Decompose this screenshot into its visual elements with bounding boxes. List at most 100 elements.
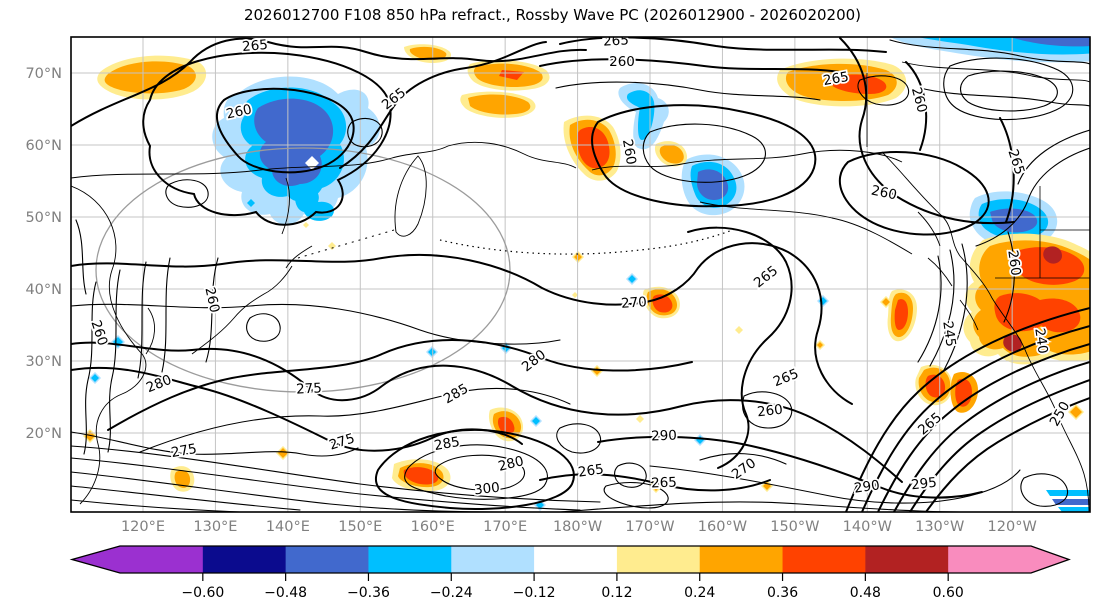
positive-anomaly-patch: [174, 470, 191, 488]
negative-anomaly-patch: [626, 90, 655, 140]
contour-line-minor: [434, 454, 526, 491]
coastline: [447, 141, 577, 169]
lon-tick-label: 170°W: [625, 519, 674, 535]
contour-line-major: [861, 325, 1090, 512]
positive-anomaly-patch: [409, 46, 447, 60]
colorbar-tick-label: −0.48: [264, 585, 307, 601]
contour-label: 260: [870, 182, 899, 203]
negative-anomaly-patch: [1046, 490, 1090, 496]
positive-anomaly-patch: [894, 299, 908, 330]
contour-label: 265: [603, 32, 630, 49]
contour-line-minor: [889, 39, 1090, 65]
contour-line-minor: [555, 81, 821, 101]
colorbar-segment: [368, 546, 452, 573]
colorbar-tick-label: −0.36: [347, 585, 390, 601]
contour-line-minor: [139, 387, 571, 453]
positive-anomaly-patch: [468, 94, 531, 115]
colorbar-outline: [69, 545, 1071, 574]
contour-line-major: [559, 37, 887, 53]
anomaly-speck: [628, 275, 636, 283]
contour-line-major: [597, 435, 983, 499]
coastline: [699, 201, 913, 255]
lon-tick-label: 160°W: [698, 519, 747, 535]
contour-line-major: [877, 343, 1090, 512]
lon-tick-label: 120°E: [121, 519, 165, 535]
colorbar-tick-label: −0.12: [513, 585, 556, 601]
contour-label: 265: [651, 475, 677, 492]
contour-label: 265: [771, 366, 801, 390]
coastline: [394, 155, 427, 237]
lon-tick-label: 140°E: [266, 519, 310, 535]
contour-line-minor: [857, 75, 910, 106]
anomaly-speck: [278, 448, 288, 458]
contour-line-minor: [929, 249, 955, 367]
contour-line-minor: [556, 423, 602, 454]
contour-line-minor: [1017, 129, 1090, 185]
reference-circle: [95, 147, 511, 393]
negative-anomaly-patch: [1052, 499, 1090, 505]
coastline: [145, 307, 155, 355]
lon-tick-label: 180°W: [553, 519, 602, 535]
contour-line-minor: [161, 257, 171, 373]
contour-line-major: [999, 117, 1015, 223]
contour-line-minor: [1020, 473, 1068, 507]
contour-line-minor: [107, 269, 121, 453]
lon-tick-label: 120°W: [988, 519, 1037, 535]
contour-line-minor: [71, 499, 241, 512]
lon-tick-label: 140°W: [843, 519, 892, 535]
lat-tick-label: 40°N: [25, 282, 62, 298]
contour-label: 245: [939, 320, 958, 348]
contour-label: 260: [609, 54, 635, 70]
colorbar-segment: [285, 546, 369, 573]
contour-label: 250: [1047, 399, 1074, 429]
colorbar-over-arrow: [1031, 546, 1069, 573]
contour-line-minor: [71, 471, 501, 512]
contour-line-minor: [71, 303, 561, 345]
coastline: [285, 245, 313, 269]
lat-tick-label: 20°N: [25, 426, 62, 442]
negative-anomaly-patch: [990, 208, 1038, 233]
lat-tick-label: 70°N: [25, 66, 62, 82]
contour-label: 285: [433, 434, 461, 454]
contour-line-minor: [649, 465, 1021, 504]
contour-line-minor: [246, 313, 281, 342]
coastline: [71, 185, 147, 505]
positive-anomaly-patch: [1014, 247, 1085, 285]
contour-label: 295: [910, 475, 937, 494]
lon-tick-label: 130°E: [193, 519, 237, 535]
coastline: [191, 265, 293, 355]
contour-label: 265: [577, 461, 605, 480]
contour-label: 265: [379, 85, 409, 113]
contour-line-major: [687, 226, 793, 469]
contour-line-major: [71, 242, 853, 405]
contour-line-minor: [71, 485, 301, 511]
anomaly-speck: [882, 298, 890, 306]
contour-label: 265: [915, 410, 945, 439]
colorbar-tick-label: −0.24: [430, 585, 473, 601]
island-chain-dashed: [297, 229, 395, 259]
positive-anomaly-patch: [403, 467, 439, 485]
colorbar-segment: [865, 546, 949, 573]
map-frame: [70, 36, 1091, 513]
contour-label: 275: [296, 380, 323, 397]
contour-line-minor: [642, 123, 766, 183]
coastline: [281, 177, 290, 235]
contour-line-major: [839, 37, 1015, 225]
lon-tick-label: 130°W: [915, 519, 964, 535]
positive-anomaly-patch: [104, 61, 196, 94]
contour-line-major: [909, 379, 1090, 512]
contour-line-major: [71, 341, 903, 483]
coastline: [71, 145, 449, 179]
lon-tick-label: 150°E: [338, 519, 382, 535]
anomaly-speck: [91, 374, 99, 382]
positive-anomaly-patch: [1043, 246, 1062, 264]
anomaly-speck: [636, 415, 644, 423]
contour-line-major: [215, 87, 355, 174]
positive-anomaly-patch: [1036, 298, 1081, 333]
colorbar-segment: [948, 546, 1032, 573]
contour-label: 260: [201, 286, 222, 315]
lon-tick-label: 150°W: [770, 519, 819, 535]
contour-line-minor: [347, 117, 383, 148]
colorbar-tick-label: −0.60: [181, 585, 224, 601]
colorbar-tick-label: 0.48: [850, 585, 881, 601]
